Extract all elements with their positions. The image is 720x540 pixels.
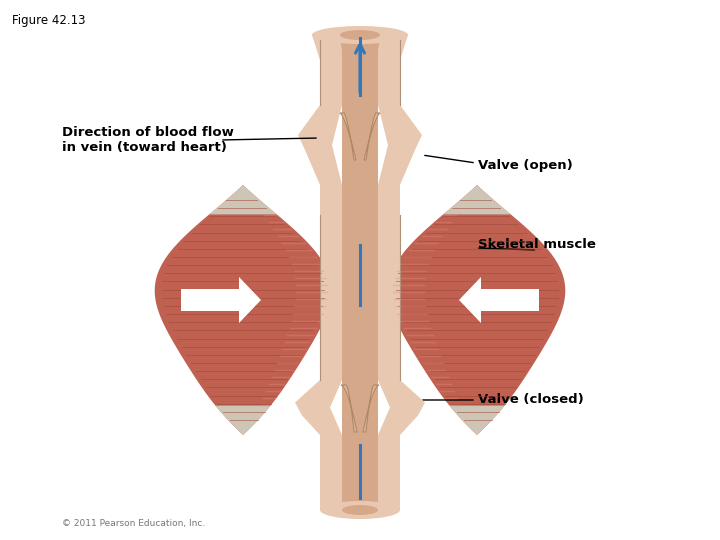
Polygon shape [320,215,342,380]
Text: Direction of blood flow
in vein (toward heart): Direction of blood flow in vein (toward … [62,126,234,154]
Polygon shape [342,185,378,215]
Polygon shape [364,113,380,160]
Polygon shape [320,185,342,215]
Polygon shape [320,435,342,510]
Polygon shape [389,185,565,435]
Polygon shape [155,185,331,435]
Polygon shape [342,380,378,435]
Polygon shape [378,35,408,105]
Polygon shape [342,105,378,185]
Polygon shape [378,105,422,185]
Polygon shape [378,435,400,510]
Polygon shape [341,385,357,432]
Polygon shape [459,277,539,323]
Polygon shape [378,380,425,435]
Polygon shape [210,185,276,214]
Polygon shape [444,185,510,214]
Polygon shape [378,185,400,215]
Text: Valve (closed): Valve (closed) [478,394,584,407]
Polygon shape [295,380,342,435]
Polygon shape [378,215,400,380]
Text: Skeletal muscle: Skeletal muscle [478,239,596,252]
Text: Figure 42.13: Figure 42.13 [12,14,86,27]
Polygon shape [181,277,261,323]
Polygon shape [298,105,342,185]
Ellipse shape [340,30,380,40]
Ellipse shape [312,26,408,44]
Ellipse shape [342,505,378,515]
Polygon shape [312,35,342,105]
Polygon shape [215,406,271,435]
Text: © 2011 Pearson Education, Inc.: © 2011 Pearson Education, Inc. [62,519,205,528]
Text: Valve (open): Valve (open) [478,159,572,172]
Ellipse shape [320,501,400,519]
Polygon shape [449,406,505,435]
Polygon shape [342,435,378,510]
Polygon shape [340,35,380,105]
Polygon shape [342,215,378,380]
Polygon shape [363,385,379,432]
Polygon shape [340,113,356,160]
